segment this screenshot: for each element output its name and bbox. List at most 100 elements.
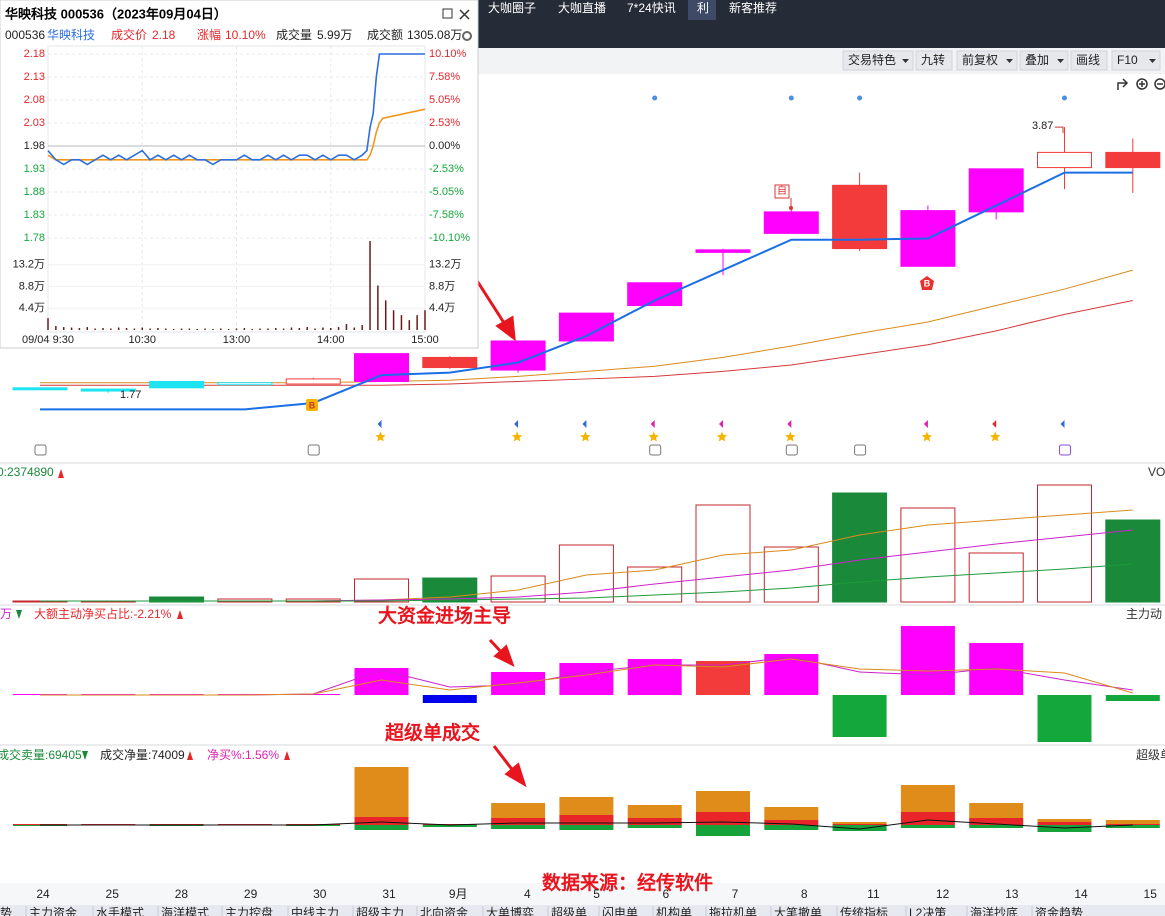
bottom-tab[interactable]: 水手模式: [96, 906, 144, 916]
popup-settings[interactable]: [462, 31, 472, 41]
event-icon[interactable]: [854, 444, 867, 456]
toolbar-button[interactable]: [1019, 50, 1069, 71]
bottom-tab[interactable]: 资金趋势: [1035, 905, 1083, 916]
volume-tick-label: 4.4万: [19, 302, 45, 314]
toolbar-button[interactable]: [956, 50, 1018, 71]
y2-tick-label: 2.53%: [429, 117, 460, 129]
bottom-tab[interactable]: 主力资金: [29, 905, 77, 916]
star-signal: [580, 431, 591, 442]
flag-signal: [923, 420, 928, 428]
net-bar: [900, 626, 955, 695]
x-tick-label: 30: [313, 887, 327, 901]
sell-bar: [764, 825, 819, 830]
icon-zoom-out[interactable]: [1154, 78, 1165, 90]
net-bar: [764, 654, 819, 695]
panel-header: 万: [0, 607, 12, 621]
volume-bar: [832, 492, 888, 603]
bottom-tab[interactable]: 中线主力: [291, 905, 339, 916]
volume-bar: [1037, 484, 1092, 603]
top-tab[interactable]: 大咖圈子: [488, 0, 536, 15]
y2-tick-label: 0.00%: [429, 140, 460, 152]
toolbar-button[interactable]: [915, 50, 953, 71]
event-icon[interactable]: [307, 444, 320, 456]
x-tick-label: 11: [867, 887, 880, 901]
super-bar: [491, 803, 546, 818]
low-label: 1.77: [120, 389, 141, 401]
volume-tick-label: 13.2万: [13, 259, 45, 271]
down-arrow: [82, 751, 88, 760]
high-label: 3.87: [1032, 120, 1053, 132]
icon-back[interactable]: [1117, 78, 1129, 90]
top-tab[interactable]: 7*24快讯: [627, 1, 676, 15]
sell-bar: [696, 825, 750, 836]
bottom-tab[interactable]: 北向资金: [420, 905, 468, 916]
top-tab[interactable]: 新客推荐: [729, 0, 777, 15]
bottom-tab[interactable]: 势: [0, 906, 12, 916]
popup-info: 华映科技: [47, 28, 95, 42]
popup-info: 2.18: [152, 28, 176, 42]
event-icon[interactable]: [34, 444, 47, 456]
bottom-tab[interactable]: 海洋抄底: [970, 905, 1018, 916]
bottom-tab[interactable]: 闪电单: [602, 906, 638, 916]
super-bar: [696, 791, 750, 812]
popup-close[interactable]: [459, 9, 470, 20]
panel-side-label: 超级单: [1136, 747, 1165, 762]
bottom-tab[interactable]: 超级单: [551, 905, 587, 916]
bottom-tab[interactable]: 超级主力: [356, 905, 404, 916]
x-tick-label: 12: [936, 887, 950, 901]
signal-dot: [1062, 95, 1067, 101]
bottom-tab[interactable]: 机构单: [656, 905, 692, 916]
toolbar-label: F10: [1117, 53, 1138, 67]
bottom-tab[interactable]: 大单博弈: [486, 905, 534, 916]
popup-bg: [0, 0, 479, 349]
large-bar: [832, 824, 887, 825]
event-icon[interactable]: [1059, 444, 1071, 456]
volume-bar: [490, 575, 546, 603]
toolbar-label: 画线: [1076, 53, 1100, 67]
toolbar-button[interactable]: [1070, 50, 1108, 71]
large-bar: [627, 818, 682, 825]
toolbar-button[interactable]: [842, 50, 914, 71]
y2-tick-label: -10.10%: [429, 232, 470, 244]
bottom-tab[interactable]: 主力控盘: [225, 905, 273, 916]
active-tab-bg: [688, 0, 716, 20]
bottom-tabs-bg: [0, 905, 1165, 916]
top-tab[interactable]: 利: [697, 1, 709, 15]
volume-bar: [968, 552, 1024, 603]
sell-bar: [491, 825, 546, 829]
y2-tick-label: -2.53%: [429, 163, 464, 175]
candle-body: [12, 387, 68, 391]
bottom-tab[interactable]: L2决策: [909, 906, 946, 916]
down-arrow: [16, 610, 22, 619]
y2-tick-label: 7.58%: [429, 71, 460, 83]
dropdown-caret: [1006, 59, 1013, 63]
candle-body: [695, 249, 751, 253]
star-signal: [375, 431, 386, 442]
toolbar-label: 前复权: [962, 52, 998, 67]
popup-pin[interactable]: [442, 8, 453, 19]
flag-signal: [992, 420, 997, 428]
bottom-tab[interactable]: 传统指标: [840, 905, 888, 916]
large-bar: [1037, 822, 1092, 825]
x-tick-label: 15: [1144, 887, 1158, 901]
super-bar: [764, 807, 819, 820]
bottom-tab[interactable]: 海洋模式: [161, 905, 209, 916]
popup-info: 5.99万: [317, 28, 352, 42]
super-bar: [900, 785, 955, 812]
x-tick-label: 28: [175, 887, 189, 901]
icon-zoom-in[interactable]: [1136, 78, 1148, 90]
bottom-tab[interactable]: 拖拉机单: [709, 905, 757, 916]
panel-header: 成交净量:74009: [100, 747, 185, 762]
popup-info: 10.10%: [225, 28, 266, 42]
event-icon[interactable]: [649, 444, 662, 456]
callout-text: 大资金进场主导: [378, 604, 511, 627]
top-tab[interactable]: 大咖直播: [558, 0, 606, 15]
popup-info: 1305.08万: [407, 28, 462, 42]
bottom-tab[interactable]: 大笔撤单: [774, 905, 822, 916]
self-marker: [774, 184, 790, 199]
sell-bar: [422, 825, 477, 827]
super-bar: [627, 805, 682, 818]
event-icon[interactable]: [785, 444, 798, 456]
sell-bar: [832, 825, 887, 831]
toolbar-button[interactable]: [1111, 50, 1161, 71]
